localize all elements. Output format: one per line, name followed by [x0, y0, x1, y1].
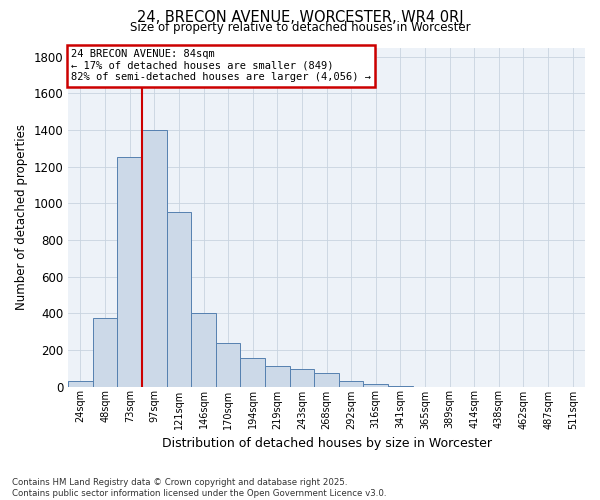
Bar: [167, 212, 191, 386]
Text: Size of property relative to detached houses in Worcester: Size of property relative to detached ho…: [130, 21, 470, 34]
Bar: [142, 130, 167, 386]
Bar: [241, 358, 265, 386]
Text: Contains HM Land Registry data © Crown copyright and database right 2025.
Contai: Contains HM Land Registry data © Crown c…: [12, 478, 386, 498]
X-axis label: Distribution of detached houses by size in Worcester: Distribution of detached houses by size …: [161, 437, 491, 450]
Bar: [93, 318, 118, 386]
Bar: [314, 373, 339, 386]
Bar: [290, 369, 314, 386]
Text: 24, BRECON AVENUE, WORCESTER, WR4 0RJ: 24, BRECON AVENUE, WORCESTER, WR4 0RJ: [137, 10, 463, 25]
Bar: [68, 381, 93, 386]
Bar: [364, 384, 388, 386]
Bar: [216, 342, 241, 386]
Y-axis label: Number of detached properties: Number of detached properties: [15, 124, 28, 310]
Bar: [191, 313, 216, 386]
Bar: [339, 381, 364, 386]
Bar: [118, 158, 142, 386]
Text: 24 BRECON AVENUE: 84sqm
← 17% of detached houses are smaller (849)
82% of semi-d: 24 BRECON AVENUE: 84sqm ← 17% of detache…: [71, 49, 371, 82]
Bar: [265, 366, 290, 386]
